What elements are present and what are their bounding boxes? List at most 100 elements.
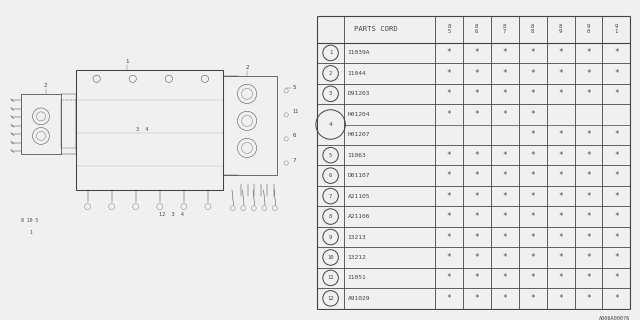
Text: 6: 6 — [329, 173, 332, 178]
Text: *: * — [614, 192, 619, 201]
Text: *: * — [502, 110, 507, 119]
Text: *: * — [558, 69, 563, 78]
Text: *: * — [502, 273, 507, 283]
Text: *: * — [558, 192, 563, 201]
Text: 8: 8 — [329, 214, 332, 219]
Text: *: * — [531, 171, 535, 180]
Text: *: * — [447, 273, 451, 283]
Text: *: * — [586, 130, 591, 139]
Text: *: * — [586, 69, 591, 78]
Text: A21106: A21106 — [348, 214, 370, 219]
Text: *: * — [614, 233, 619, 242]
Text: 9
0: 9 0 — [587, 24, 590, 34]
Text: 8
7: 8 7 — [503, 24, 506, 34]
Text: *: * — [531, 192, 535, 201]
Text: *: * — [502, 253, 507, 262]
Text: *: * — [586, 294, 591, 303]
Text: *: * — [531, 69, 535, 78]
Text: 11: 11 — [327, 276, 334, 280]
Text: *: * — [614, 253, 619, 262]
Text: A21105: A21105 — [348, 194, 370, 199]
Text: *: * — [502, 151, 507, 160]
Text: 10: 10 — [327, 255, 334, 260]
Text: 11039A: 11039A — [348, 51, 370, 55]
Text: *: * — [614, 171, 619, 180]
Text: *: * — [474, 69, 479, 78]
Text: 8
5: 8 5 — [447, 24, 451, 34]
Text: *: * — [531, 233, 535, 242]
Text: *: * — [558, 151, 563, 160]
Text: *: * — [531, 212, 535, 221]
Text: A006A00076: A006A00076 — [599, 316, 630, 320]
Text: 6: 6 — [292, 133, 296, 139]
Text: 8
6: 8 6 — [475, 24, 478, 34]
Text: 8
8: 8 8 — [531, 24, 534, 34]
Text: *: * — [558, 294, 563, 303]
Text: *: * — [614, 151, 619, 160]
Text: *: * — [447, 212, 451, 221]
Text: 5: 5 — [329, 153, 332, 158]
Text: *: * — [447, 192, 451, 201]
Text: *: * — [586, 151, 591, 160]
Text: *: * — [586, 89, 591, 98]
Text: *: * — [474, 212, 479, 221]
Text: *: * — [474, 294, 479, 303]
Text: *: * — [558, 233, 563, 242]
Text: *: * — [502, 294, 507, 303]
Text: 13213: 13213 — [348, 235, 366, 239]
Text: *: * — [614, 294, 619, 303]
Text: *: * — [531, 294, 535, 303]
Text: 13212: 13212 — [348, 255, 366, 260]
Text: *: * — [531, 151, 535, 160]
Text: 2: 2 — [329, 71, 332, 76]
Text: *: * — [586, 48, 591, 57]
Text: 1: 1 — [329, 51, 332, 55]
Text: *: * — [614, 89, 619, 98]
Text: *: * — [447, 294, 451, 303]
Text: 9: 9 — [329, 235, 332, 239]
Text: 1: 1 — [29, 230, 32, 235]
Text: *: * — [474, 48, 479, 57]
Text: 12: 12 — [327, 296, 334, 301]
Text: 11063: 11063 — [348, 153, 366, 158]
Text: 3  4: 3 4 — [136, 127, 148, 132]
Text: *: * — [447, 89, 451, 98]
Text: *: * — [502, 171, 507, 180]
Text: *: * — [586, 192, 591, 201]
Text: *: * — [474, 253, 479, 262]
Text: *: * — [531, 48, 535, 57]
Text: *: * — [558, 273, 563, 283]
Text: *: * — [474, 171, 479, 180]
Text: *: * — [586, 212, 591, 221]
Text: *: * — [614, 273, 619, 283]
Text: 4: 4 — [329, 122, 332, 127]
Text: *: * — [531, 89, 535, 98]
Text: H01204: H01204 — [348, 112, 370, 117]
Text: *: * — [586, 171, 591, 180]
Text: *: * — [586, 233, 591, 242]
Text: 2: 2 — [44, 83, 47, 88]
Text: *: * — [558, 171, 563, 180]
Text: *: * — [614, 212, 619, 221]
Text: 11051: 11051 — [348, 276, 366, 280]
Text: *: * — [447, 233, 451, 242]
Text: *: * — [614, 69, 619, 78]
Text: *: * — [586, 253, 591, 262]
Text: 7: 7 — [292, 157, 296, 163]
Text: 11: 11 — [292, 109, 298, 114]
Text: *: * — [447, 69, 451, 78]
Text: *: * — [474, 192, 479, 201]
Text: *: * — [502, 233, 507, 242]
Text: 11044: 11044 — [348, 71, 366, 76]
Text: *: * — [447, 151, 451, 160]
Text: *: * — [558, 212, 563, 221]
Text: *: * — [614, 130, 619, 139]
Text: *: * — [447, 48, 451, 57]
Text: H01207: H01207 — [348, 132, 370, 137]
Text: PARTS CORD: PARTS CORD — [354, 26, 397, 32]
Text: *: * — [586, 273, 591, 283]
Text: *: * — [558, 48, 563, 57]
Text: *: * — [447, 171, 451, 180]
Text: *: * — [558, 130, 563, 139]
Text: *: * — [558, 253, 563, 262]
